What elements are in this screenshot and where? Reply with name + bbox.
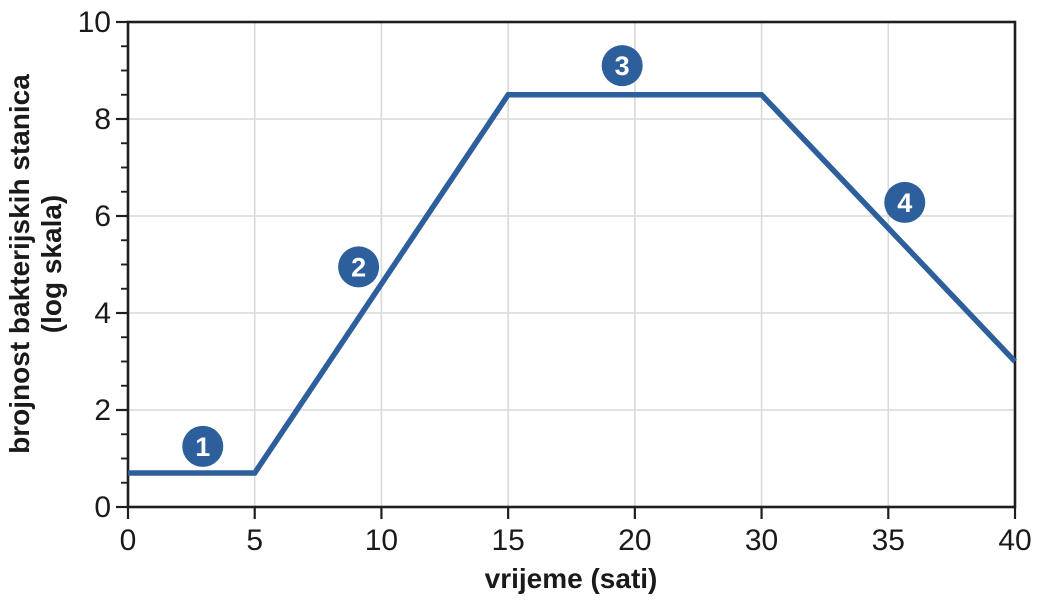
phase-marker-4: 4 (884, 181, 926, 223)
phase-marker-circle (884, 181, 926, 223)
x-axis: 0 5 10 15 20 30 35 40 (120, 507, 1032, 557)
phase-marker-number: 2 (351, 252, 366, 282)
phase-marker-3: 3 (601, 45, 643, 87)
y-tick-label: 2 (94, 394, 111, 427)
phase-marker-1: 1 (182, 425, 224, 467)
vertical-gridlines (253, 22, 890, 507)
y-tick-label: 4 (94, 297, 111, 330)
x-tick-label: 20 (618, 524, 651, 557)
phase-marker-number: 1 (195, 432, 210, 462)
y-axis-title-line2: (log skala) (36, 194, 67, 334)
phase-marker-number: 3 (615, 51, 630, 81)
y-axis-title-line1: brojnost bakterijskih stanica (4, 74, 35, 454)
y-tick-label: 8 (94, 103, 111, 136)
horizontal-gridlines (128, 118, 1015, 411)
y-tick-label: 10 (78, 6, 111, 39)
growth-curve-line (128, 92, 1017, 476)
phase-marker-circle (601, 45, 643, 87)
x-tick-label: 5 (246, 524, 263, 557)
phase-marker-2: 2 (338, 246, 380, 288)
phase-marker-number: 4 (897, 188, 912, 218)
x-tick-label: 35 (872, 524, 905, 557)
y-tick-label: 6 (94, 200, 111, 233)
x-tick-label: 15 (491, 524, 524, 557)
x-axis-title: vrijeme (sati) (484, 563, 658, 594)
x-tick-label: 0 (120, 524, 137, 557)
y-axis: 0 2 4 6 8 10 (78, 6, 128, 524)
x-tick-label: 40 (998, 524, 1031, 557)
y-tick-label: 0 (94, 491, 111, 524)
phase-marker-circle (338, 246, 380, 288)
x-tick-label: 10 (365, 524, 398, 557)
x-tick-label: 30 (745, 524, 778, 557)
phase-marker-circle (182, 425, 224, 467)
